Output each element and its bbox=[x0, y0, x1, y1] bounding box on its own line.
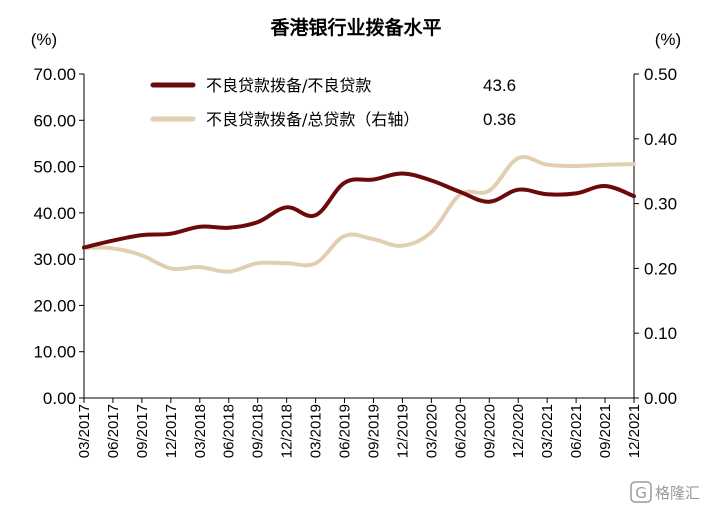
right-tick-label: 0.40 bbox=[644, 130, 677, 149]
left-tick-label: 10.00 bbox=[33, 343, 76, 362]
right-tick-label: 0.10 bbox=[644, 324, 677, 343]
legend-value-npl-coverage: 43.6 bbox=[483, 76, 516, 95]
x-tick-label: 06/2018 bbox=[221, 404, 238, 458]
left-tick-label: 40.00 bbox=[33, 204, 76, 223]
x-tick-label: 06/2017 bbox=[105, 404, 122, 458]
right-tick-label: 0.00 bbox=[644, 389, 677, 408]
axes: 0.00 10.00 20.00 30.00 40.00 50.00 60.00 70.00 0… bbox=[33, 65, 677, 458]
x-tick-label: 03/2017 bbox=[76, 404, 93, 458]
x-tick-label: 09/2018 bbox=[250, 404, 267, 458]
left-axis-unit: (%) bbox=[31, 30, 57, 49]
x-tick-label: 12/2017 bbox=[163, 404, 180, 458]
right-axis-unit: (%) bbox=[655, 30, 681, 49]
x-tick-label: 03/2018 bbox=[192, 404, 209, 458]
left-tick-label: 50.00 bbox=[33, 158, 76, 177]
right-tick-label: 0.50 bbox=[644, 65, 677, 84]
watermark-logo-glyph: G bbox=[635, 484, 647, 502]
x-tick-label: 06/2021 bbox=[568, 404, 585, 458]
x-tick-label: 03/2020 bbox=[423, 404, 440, 458]
right-tick-label: 0.20 bbox=[644, 259, 677, 278]
left-tick-label: 60.00 bbox=[33, 111, 76, 130]
legend-label-npl-coverage: 不良贷款拨备/不良贷款 bbox=[206, 76, 371, 95]
x-tick-label: 09/2017 bbox=[134, 404, 151, 458]
x-tick-label: 12/2018 bbox=[279, 404, 296, 458]
x-tick-label: 12/2021 bbox=[626, 404, 643, 458]
series-line-provision-to-loans bbox=[82, 155, 636, 274]
x-tick-label: 03/2019 bbox=[308, 404, 325, 458]
left-tick-label: 70.00 bbox=[33, 65, 76, 84]
x-tick-label: 09/2019 bbox=[365, 404, 382, 458]
chart-title: 香港银行业拨备水平 bbox=[269, 16, 441, 39]
watermark-text: 格隆汇 bbox=[655, 484, 700, 502]
watermark: G 格隆汇 bbox=[630, 481, 700, 503]
left-tick-label: 30.00 bbox=[33, 250, 76, 269]
legend-label-provision-to-loans: 不良贷款拨备/总贷款（右轴） bbox=[206, 110, 419, 129]
x-tick-label: 12/2020 bbox=[510, 404, 527, 458]
right-tick-label: 0.30 bbox=[644, 195, 677, 214]
legend: 不良贷款拨备/不良贷款 43.6 不良贷款拨备/总贷款（右轴） 0.36 bbox=[150, 76, 516, 129]
left-tick-label: 0.00 bbox=[43, 389, 76, 408]
x-tick-label: 09/2020 bbox=[481, 404, 498, 458]
x-tick-label: 06/2019 bbox=[337, 404, 354, 458]
watermark-logo-icon bbox=[630, 481, 652, 503]
x-tick-label: 09/2021 bbox=[597, 404, 614, 458]
x-tick-label: 06/2020 bbox=[452, 404, 469, 458]
left-tick-label: 20.00 bbox=[33, 296, 76, 315]
x-tick-label: 12/2019 bbox=[394, 404, 411, 458]
x-tick-label: 03/2021 bbox=[539, 404, 556, 458]
legend-value-provision-to-loans: 0.36 bbox=[483, 110, 516, 129]
series-line-npl-coverage bbox=[82, 171, 636, 250]
series-lines bbox=[82, 155, 636, 274]
